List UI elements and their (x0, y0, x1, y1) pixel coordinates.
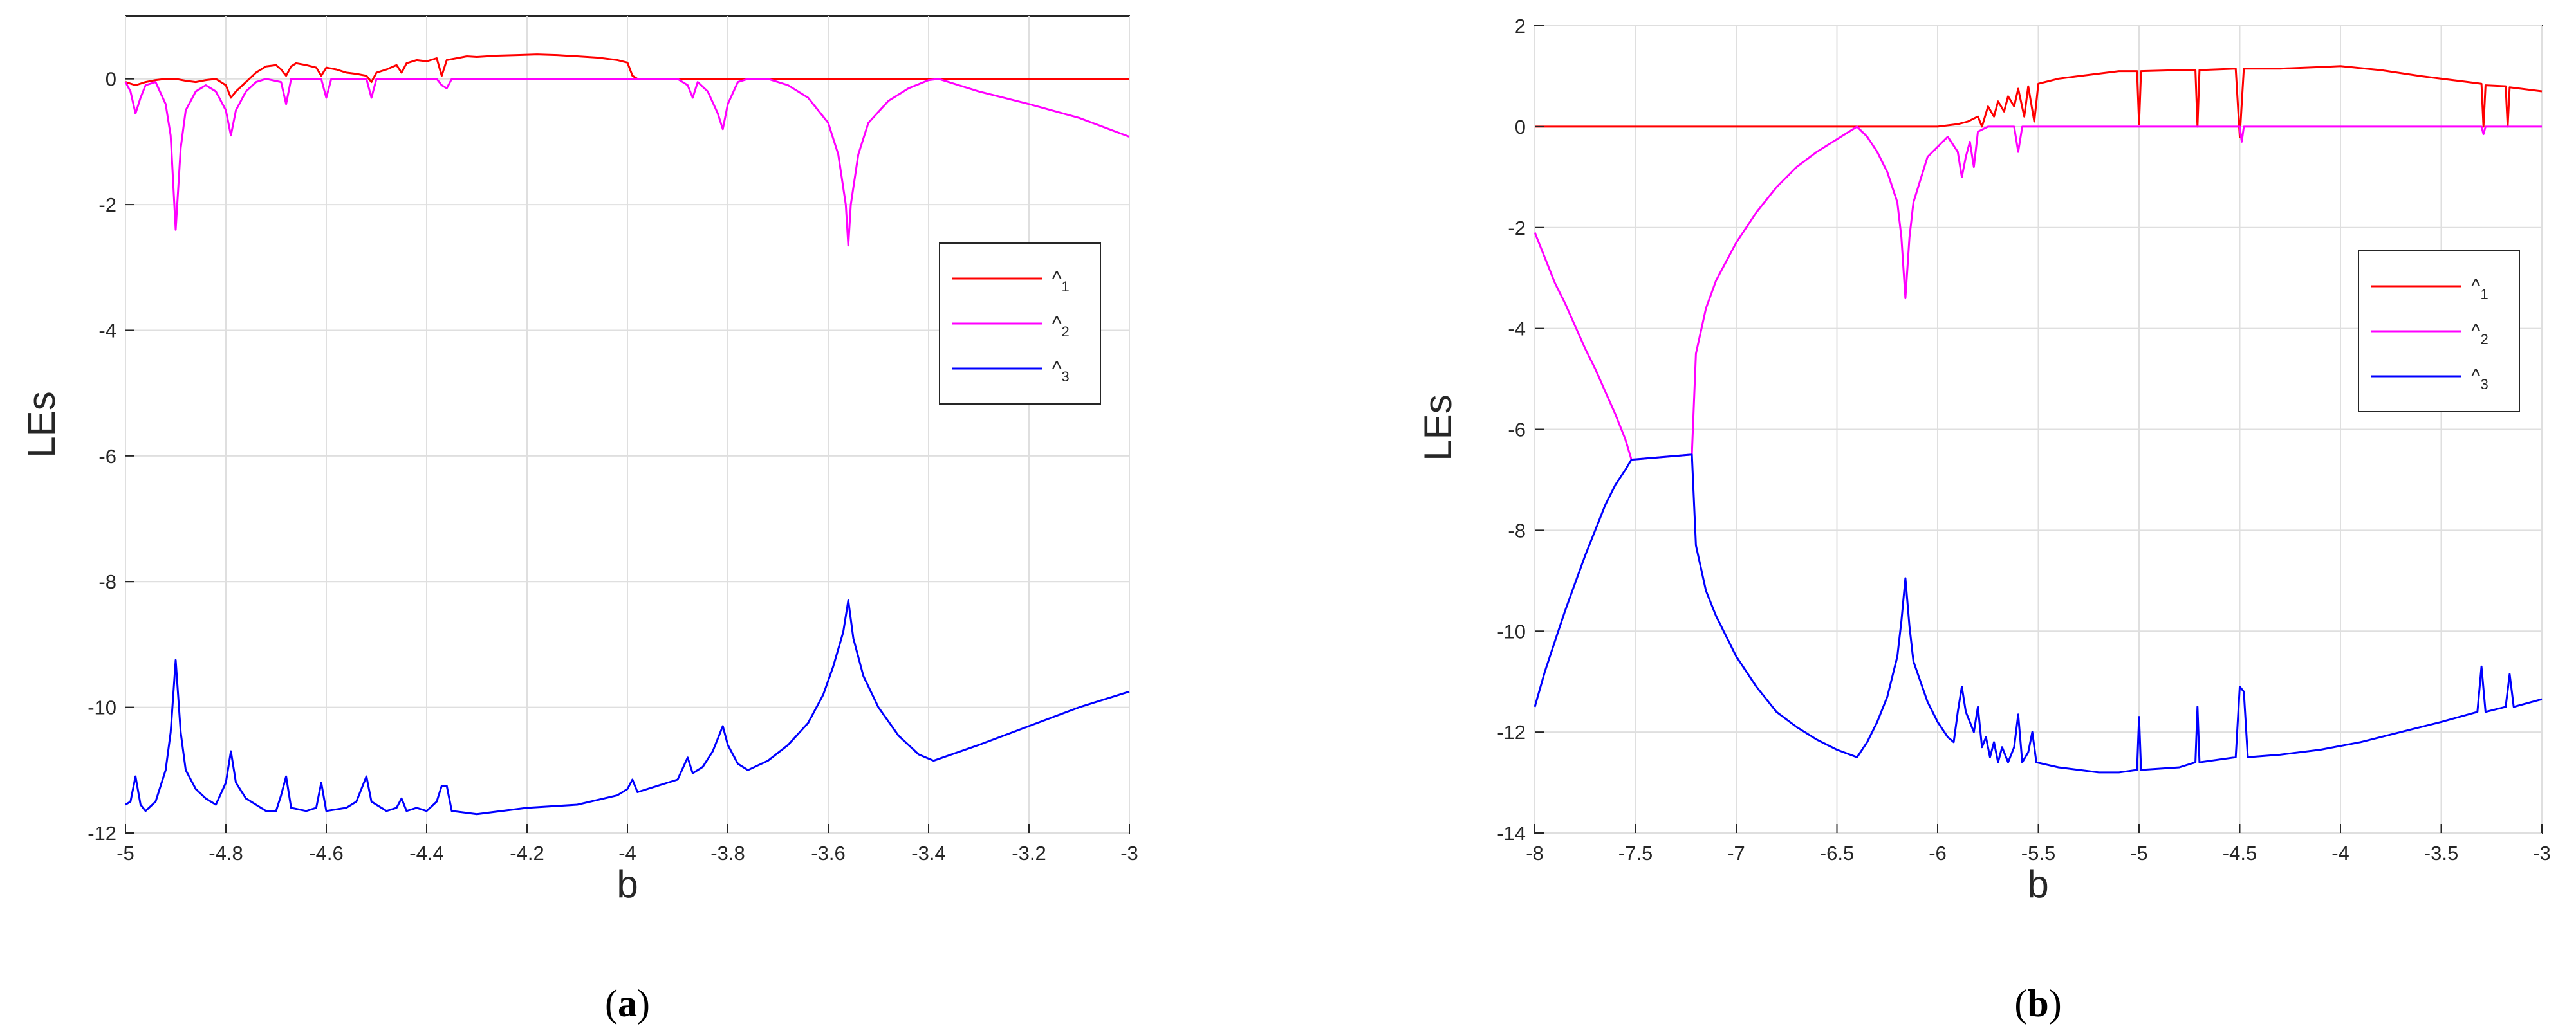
y-tick-label: -14 (1497, 822, 1526, 845)
x-tick-label: -7 (1727, 842, 1745, 864)
x-tick-label: -6.5 (1820, 842, 1854, 864)
legend-label-3: ^3 (2471, 365, 2488, 392)
legend-b: ^1 ^2 ^3 (2358, 250, 2520, 412)
x-axis-label-a: b (616, 863, 638, 906)
x-tick-label: -4.5 (2223, 842, 2257, 864)
series-line-2 (124, 78, 1130, 247)
x-tick-label: -3.4 (911, 842, 945, 864)
y-tick-label: -6 (98, 445, 116, 468)
x-tick-label: -3 (1120, 842, 1138, 864)
panel-b: -8 -7.5 -7 -6.5 -6 -5.5 -5 -4.5 -4 -3.5 -3 20-2-4-… (1416, 15, 2551, 1025)
x-tick-label: -5.5 (2021, 842, 2055, 864)
x-tick-label: -4.6 (309, 842, 343, 864)
caption-b: (b) (2014, 982, 2061, 1025)
legend-a: ^1 ^2 ^3 (939, 242, 1101, 405)
x-tick-label: -4 (2331, 842, 2349, 864)
x-tick-label: -6 (1929, 842, 1947, 864)
y-tick-label: -8 (98, 571, 116, 593)
x-tick-label: -3.6 (811, 842, 845, 864)
y-tick-label: -12 (88, 822, 116, 845)
y-ticks-a: 0 -2 -4 -6 -8 -10 -12 (88, 68, 134, 845)
y-tick-label: -4 (1508, 318, 1526, 340)
y-tick-label: -10 (88, 697, 116, 719)
panel-a: -5 -4.8 -4.6 -4.4 -4.2 -4 -3.8 -3.6 -3.4 -3.2 -3 0… (20, 15, 1138, 1025)
y-tick-label: 0 (106, 68, 116, 91)
caption-letter-a: a (618, 982, 637, 1025)
y-tick-label: -4 (98, 319, 116, 342)
y-axis-label-a: LEs (20, 391, 63, 457)
legend-label-1: ^1 (2471, 275, 2488, 302)
y-tick-label: -10 (1497, 620, 1526, 643)
x-axis-label-b: b (2027, 863, 2048, 906)
x-tick-label: -3 (2533, 842, 2551, 864)
caption-letter-b: b (2027, 982, 2048, 1025)
x-tick-label: -4.8 (208, 842, 243, 864)
x-tick-label: -5 (116, 842, 134, 864)
series-line-1 (1535, 65, 2543, 138)
x-tick-label: -4.4 (409, 842, 443, 864)
legend-label-2: ^2 (2471, 320, 2488, 347)
y-ticks-b: 2 0 -2 -4 -6 -8 -10 -12 -14 (1497, 15, 1544, 845)
series-a (124, 53, 1130, 816)
x-tick-label: -3.5 (2424, 842, 2458, 864)
legend-label-2: ^2 (1052, 312, 1070, 340)
caption-a: (a) (605, 982, 650, 1025)
y-axis-label-b: LEs (1416, 394, 1459, 461)
x-ticks-a: -5 -4.8 -4.6 -4.4 -4.2 -4 -3.8 -3.6 -3.4 -3.2 -3 (116, 824, 1138, 864)
legend-label-1: ^1 (1052, 267, 1070, 295)
x-tick-label: -4 (618, 842, 636, 864)
y-tick-label: 0 (1515, 116, 1526, 138)
y-tick-label: -8 (1508, 519, 1526, 542)
y-tick-label: -6 (1508, 419, 1526, 441)
x-tick-label: -7.5 (1618, 842, 1653, 864)
x-ticks-b: -8 -7.5 -7 -6.5 -6 -5.5 -5 -4.5 -4 -3.5 -3 (1526, 824, 2551, 864)
x-tick-label: -3.2 (1012, 842, 1046, 864)
x-tick-label: -5 (2130, 842, 2148, 864)
y-tick-label: 2 (1515, 15, 1526, 37)
y-tick-label: -2 (98, 194, 116, 216)
series-b (1534, 65, 2543, 774)
series-line-1 (125, 53, 1129, 99)
y-tick-label: -2 (1508, 217, 1526, 239)
series-line-2 (1534, 125, 2542, 461)
series-line-3 (125, 599, 1130, 816)
x-tick-label: -8 (1526, 842, 1544, 864)
x-tick-label: -3.8 (710, 842, 745, 864)
y-tick-label: -12 (1497, 721, 1526, 744)
legend-label-3: ^3 (1052, 357, 1070, 385)
x-tick-label: -4.2 (510, 842, 544, 864)
series-line-3 (1534, 453, 2543, 774)
